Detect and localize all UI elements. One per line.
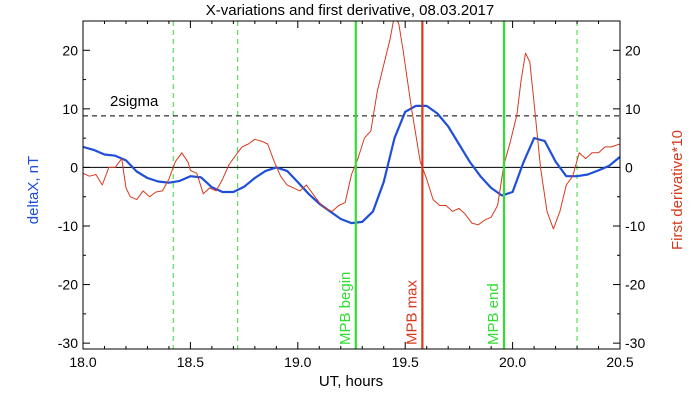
derivative-series-line <box>83 21 620 230</box>
x-tick-label-1: 18.5 <box>177 354 204 370</box>
event-marker-label-0: MPB begin <box>337 272 354 345</box>
x-tick-label-0: 18.0 <box>69 354 96 370</box>
y-tick-label-right-5: 20 <box>625 42 641 58</box>
y-tick-label-left-0: -30 <box>58 335 78 351</box>
y-tick-label-right-4: 10 <box>625 101 641 117</box>
plot-frame <box>82 20 621 350</box>
threshold-label: 2sigma <box>110 93 159 110</box>
chart-title: X-variations and first derivative, 08.03… <box>206 2 495 19</box>
y-tick-label-right-2: -10 <box>625 218 645 234</box>
y-tick-label-right-3: 0 <box>625 159 633 175</box>
y-tick-label-left-4: 10 <box>62 101 78 117</box>
deltax-series-line <box>83 104 620 225</box>
axes: 2sigma MPB begin MPB max MPB end 18.0 18.5 19.… <box>58 20 645 370</box>
x-tick-label-2: 19.0 <box>284 354 311 370</box>
x-tick-label-4: 20.0 <box>499 354 526 370</box>
y-tick-label-left-2: -10 <box>58 218 78 234</box>
plot-area <box>83 21 620 349</box>
right-y-axis-label: First derivative*10 <box>669 130 686 250</box>
y-tick-label-left-3: 0 <box>70 159 78 175</box>
left-y-axis-label: deltaX, nT <box>25 156 42 224</box>
y-tick-label-right-0: -30 <box>625 335 645 351</box>
y-tick-label-left-1: -20 <box>58 277 78 293</box>
y-tick-label-right-1: -20 <box>625 277 645 293</box>
x-axis-label: UT, hours <box>319 373 383 390</box>
event-marker-label-2: MPB end <box>485 283 502 345</box>
y-tick-label-left-5: 20 <box>62 42 78 58</box>
x-tick-label-3: 19.5 <box>392 354 419 370</box>
x-tick-label-5: 20.5 <box>606 354 633 370</box>
event-marker-label-1: MPB max <box>403 279 420 345</box>
